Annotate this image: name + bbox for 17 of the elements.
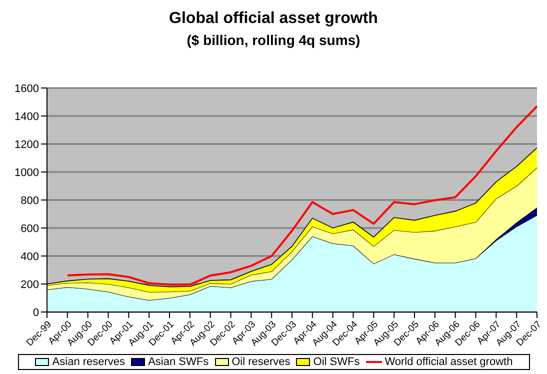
line-series (66, 105, 538, 286)
chart-title: Global official asset growth (168, 10, 379, 28)
y-tick-label: 800 (20, 194, 39, 207)
y-tick-label: 1600 (14, 82, 39, 95)
legend-label: Asian SWFs (148, 356, 209, 368)
y-tick-label: 200 (20, 278, 39, 291)
y-tick-label: 1000 (14, 166, 39, 179)
y-tick-label: 1200 (14, 138, 39, 151)
y-tick-label: 0 (32, 306, 39, 319)
chart-subtitle: ($ billion, rolling 4q sums) (186, 32, 362, 48)
legend-label: World official asset growth (384, 356, 513, 368)
y-tick-label: 600 (20, 222, 39, 235)
legend-label: Oil SWFs (313, 356, 360, 368)
legend-label: Oil reserves (232, 356, 290, 368)
legend-label: Asian reserves (52, 356, 126, 368)
y-tick-label: 1400 (14, 110, 39, 123)
y-tick-label: 400 (20, 250, 39, 263)
